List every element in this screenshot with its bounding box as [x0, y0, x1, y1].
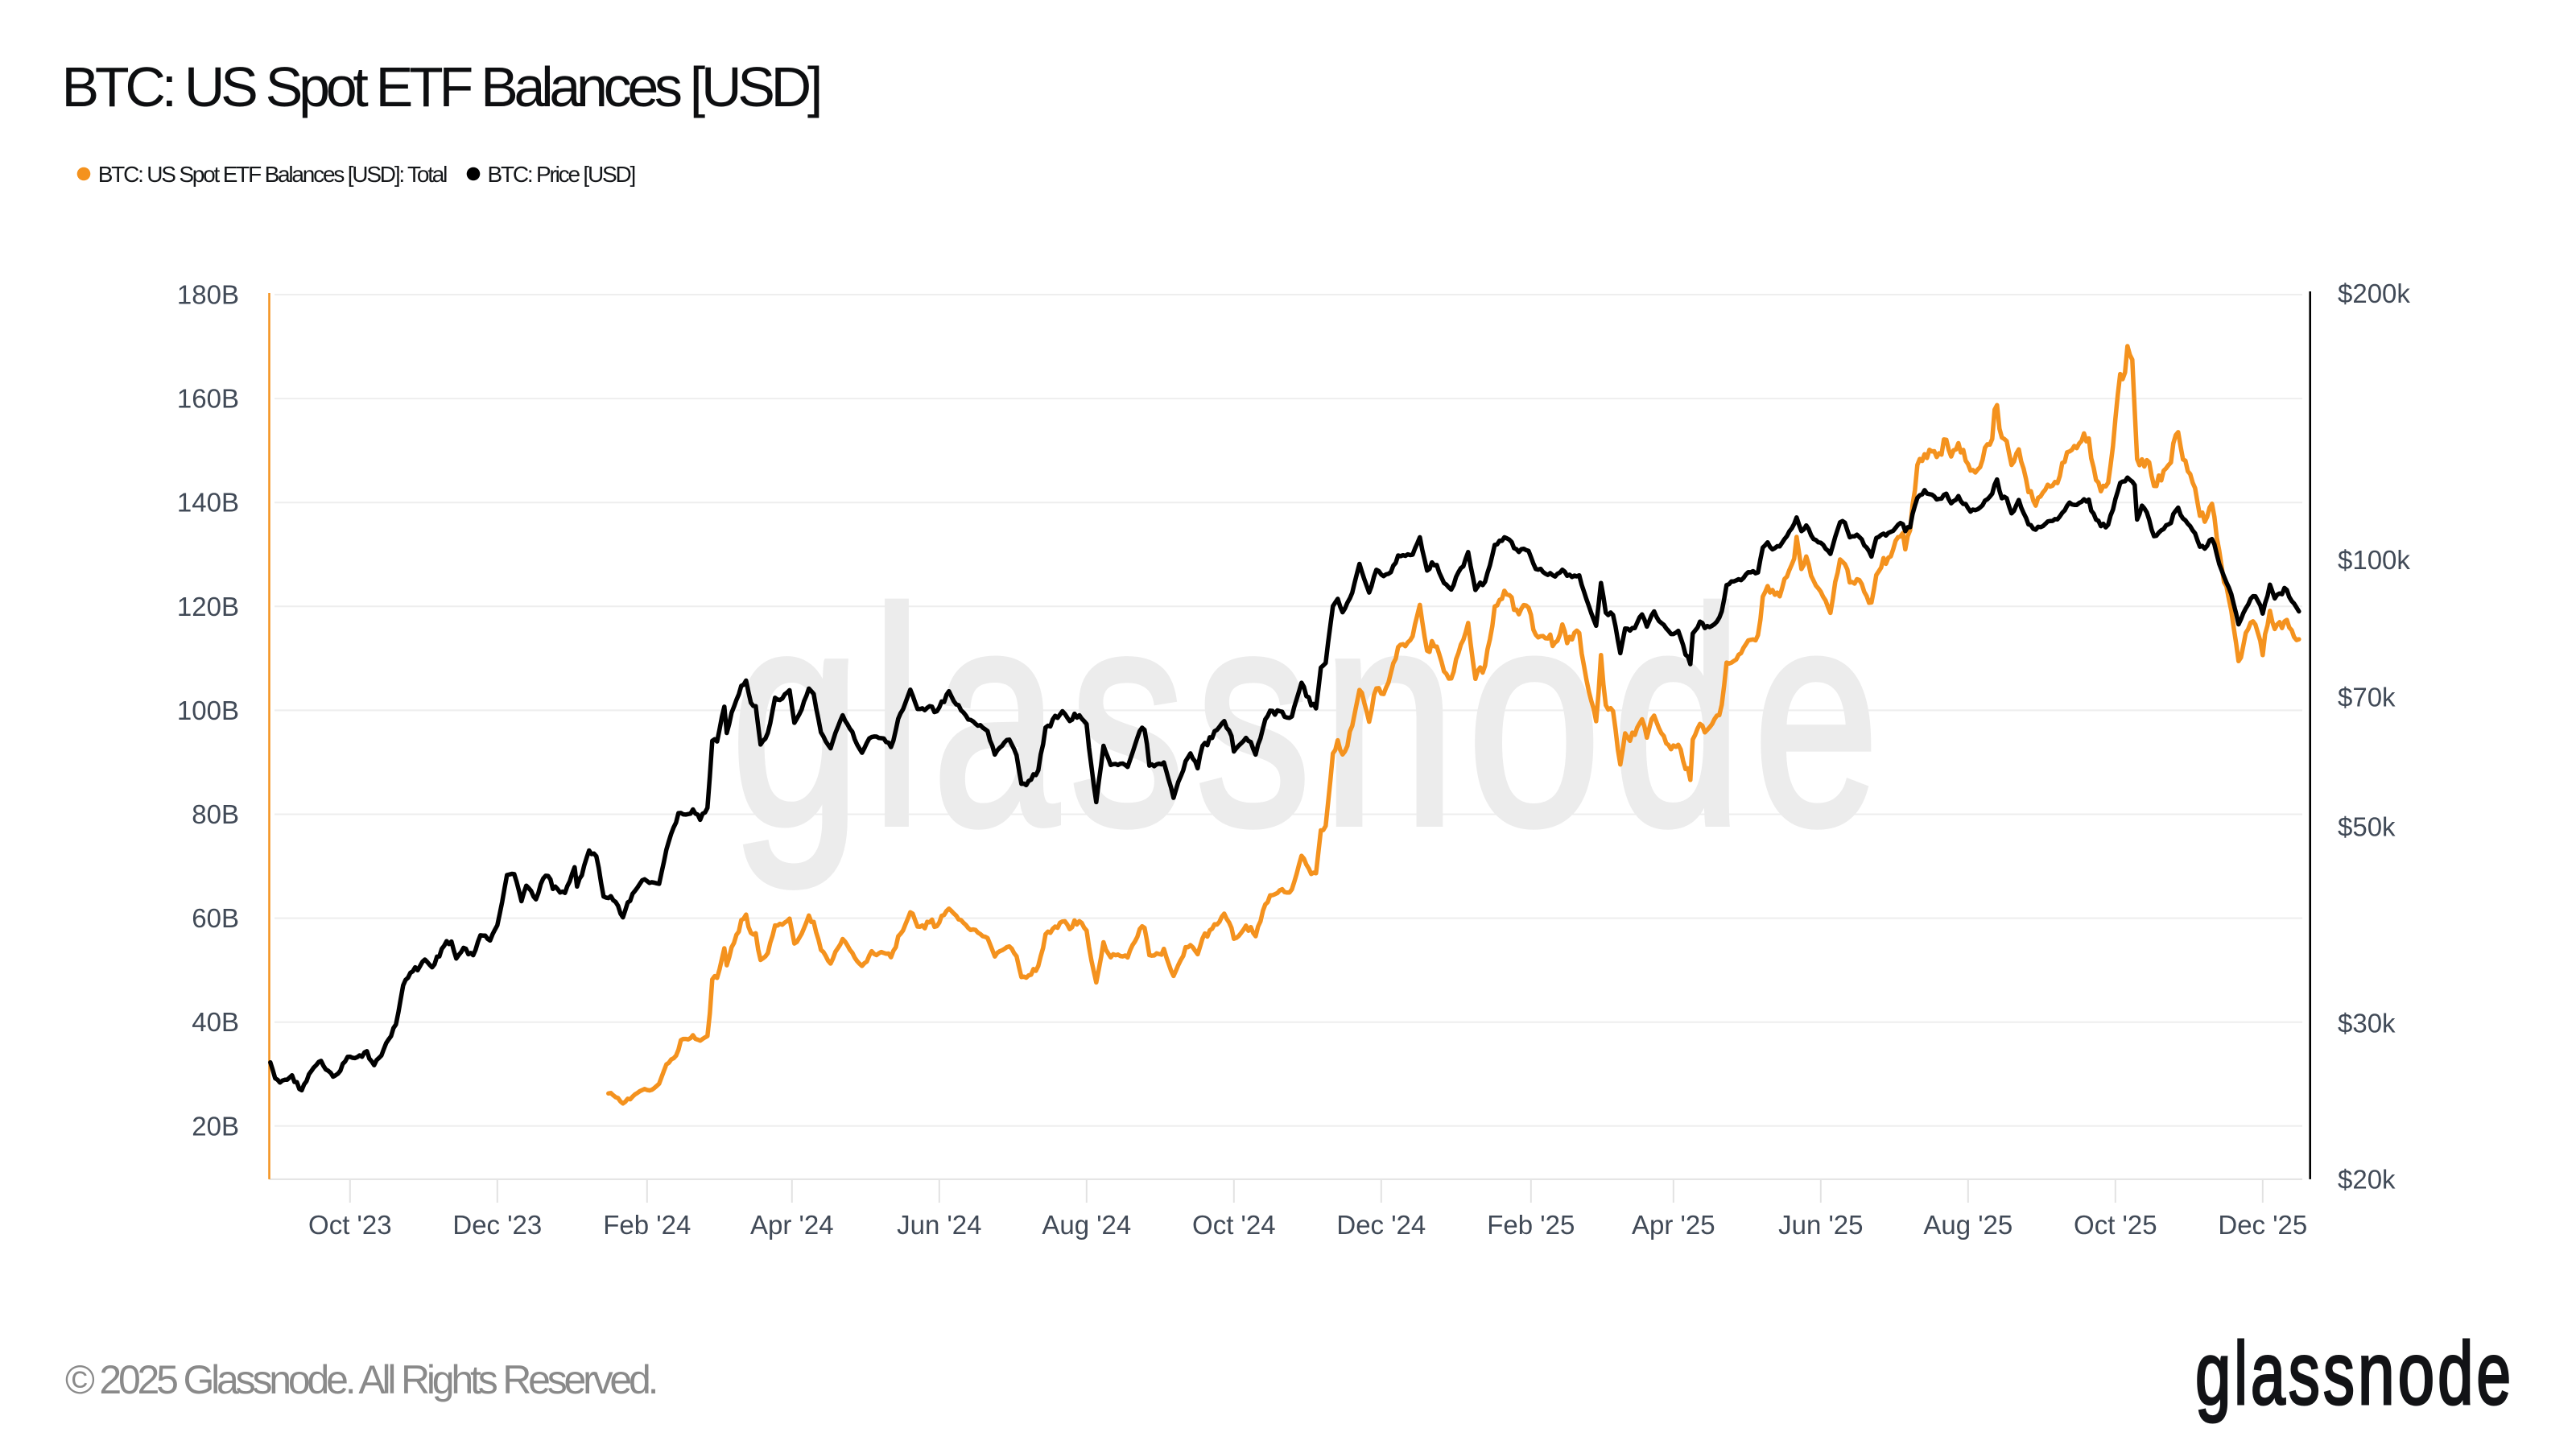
- svg-text:Jun '25: Jun '25: [1778, 1210, 1863, 1240]
- svg-text:e: e: [2476, 1324, 2511, 1423]
- svg-text:Jun '24: Jun '24: [897, 1210, 981, 1240]
- svg-text:n: n: [1322, 547, 1455, 889]
- svg-text:$100k: $100k: [2338, 545, 2410, 575]
- svg-text:180B: 180B: [177, 280, 239, 310]
- svg-text:s: s: [2323, 1324, 2355, 1423]
- svg-text:a: a: [933, 547, 1060, 889]
- svg-text:BTC: Price [USD]: BTC: Price [USD]: [488, 162, 635, 187]
- svg-text:$200k: $200k: [2338, 279, 2410, 308]
- svg-text:s: s: [1070, 547, 1184, 889]
- svg-text:140B: 140B: [177, 488, 239, 518]
- svg-text:© 2025 Glassnode. All Rights R: © 2025 Glassnode. All Rights Reserved.: [65, 1357, 656, 1402]
- svg-text:a: a: [2251, 1324, 2286, 1423]
- svg-text:s: s: [2289, 1324, 2320, 1423]
- svg-text:Apr '24: Apr '24: [750, 1210, 834, 1240]
- svg-text:o: o: [2398, 1324, 2435, 1423]
- svg-text:60B: 60B: [192, 903, 239, 933]
- svg-text:$20k: $20k: [2338, 1164, 2396, 1194]
- svg-text:120B: 120B: [177, 592, 239, 621]
- svg-text:$50k: $50k: [2338, 811, 2396, 841]
- svg-text:Feb '25: Feb '25: [1487, 1210, 1575, 1240]
- svg-text:80B: 80B: [192, 799, 239, 829]
- svg-text:Dec '24: Dec '24: [1336, 1210, 1426, 1240]
- svg-text:Dec '23: Dec '23: [452, 1210, 542, 1240]
- svg-text:d: d: [1612, 547, 1742, 889]
- svg-text:Oct '24: Oct '24: [1192, 1210, 1276, 1240]
- svg-text:l: l: [2234, 1324, 2248, 1423]
- svg-text:n: n: [2358, 1324, 2395, 1423]
- svg-text:$30k: $30k: [2338, 1009, 2396, 1038]
- svg-text:100B: 100B: [177, 696, 239, 725]
- svg-text:20B: 20B: [192, 1111, 239, 1141]
- svg-text:Dec '25: Dec '25: [2218, 1210, 2307, 1240]
- svg-text:$70k: $70k: [2338, 683, 2396, 712]
- svg-text:Apr '25: Apr '25: [1632, 1210, 1715, 1240]
- svg-text:g: g: [2195, 1324, 2231, 1423]
- svg-text:BTC: US Spot ETF Balances [USD: BTC: US Spot ETF Balances [USD]: Total: [98, 162, 447, 187]
- svg-text:Aug '24: Aug '24: [1042, 1210, 1131, 1240]
- svg-text:160B: 160B: [177, 384, 239, 414]
- svg-text:e: e: [1753, 547, 1878, 889]
- svg-text:Oct '25: Oct '25: [2074, 1210, 2157, 1240]
- svg-text:Feb '24: Feb '24: [603, 1210, 691, 1240]
- svg-text:Oct '23: Oct '23: [308, 1210, 392, 1240]
- svg-text:d: d: [2438, 1324, 2473, 1423]
- svg-text:o: o: [1468, 547, 1601, 889]
- svg-text:40B: 40B: [192, 1007, 239, 1037]
- svg-text:BTC: US Spot ETF Balances [USD: BTC: US Spot ETF Balances [USD]: [62, 56, 819, 118]
- svg-text:Aug '25: Aug '25: [1923, 1210, 2013, 1240]
